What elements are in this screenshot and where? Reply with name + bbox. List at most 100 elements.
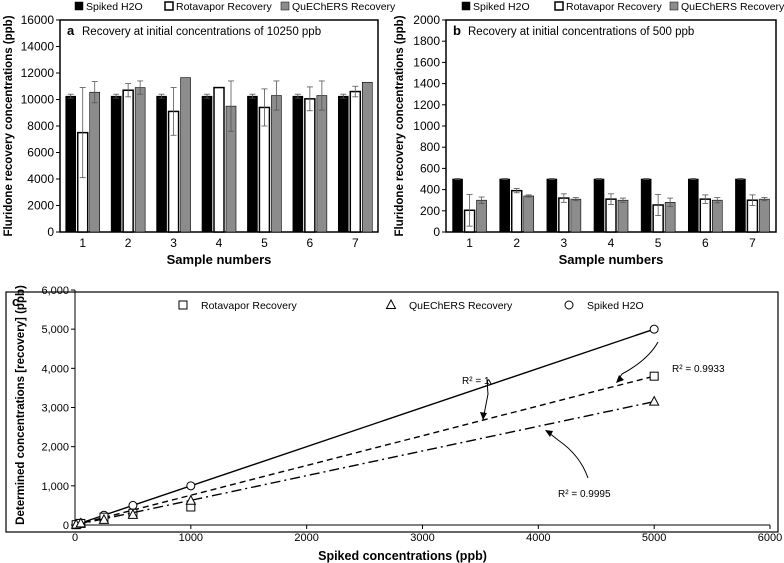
legend-entry: QuEChERS Recovery [409, 300, 513, 312]
y-tick-label: 400 [420, 183, 440, 197]
bar [201, 95, 213, 233]
legend-entry: Rotavapor Recovery [201, 300, 297, 312]
marker-circle [186, 481, 196, 491]
y-tick-label: 6,000 [41, 285, 69, 297]
trend-line [74, 328, 655, 526]
x-tick-label: 3 [561, 236, 568, 250]
y-tick-label: 4000 [27, 172, 54, 186]
legend-entry: Spiked H2O [473, 1, 530, 13]
bar [247, 95, 258, 233]
y-tick-label: 1,000 [41, 481, 69, 493]
marker-circle [649, 324, 659, 334]
x-axis-label: Spiked concentrations (ppb) [318, 549, 487, 563]
bar [337, 95, 349, 233]
y-tick-label: 16000 [21, 13, 55, 27]
x-tick-label: 2 [125, 236, 132, 250]
legend-swatch [554, 1, 564, 11]
y-tick-label: 800 [420, 140, 440, 154]
x-tick-label: 6 [702, 236, 709, 250]
x-tick-label: 5000 [642, 532, 666, 544]
y-tick-label: 4,000 [41, 363, 69, 375]
y-tick-label: 0 [433, 225, 440, 239]
y-tick-label: 1200 [413, 98, 440, 112]
x-tick-label: 4 [608, 236, 615, 250]
y-tick-label: 200 [420, 204, 440, 218]
r2-label: R² = 1 [462, 376, 490, 387]
bar [558, 197, 570, 233]
x-tick-label: 1000 [179, 532, 203, 544]
annotation-arrow [547, 431, 589, 479]
plot-frame [5, 291, 779, 533]
bar [510, 189, 523, 233]
bar [640, 178, 652, 233]
bar [134, 87, 146, 233]
x-tick-label: 5 [655, 236, 662, 250]
y-tick-label: 2000 [413, 13, 440, 27]
legend-swatch [164, 1, 174, 11]
bar [593, 178, 605, 233]
y-tick-label: 1600 [413, 55, 440, 69]
x-tick-label: 2 [513, 236, 520, 250]
y-tick-label: 10000 [21, 93, 55, 107]
x-tick-label: 7 [352, 236, 359, 250]
y-axis-label: Fluridone recovery concentrations (ppb) [3, 15, 15, 236]
bar [271, 95, 282, 233]
legend-entry: QuEChERS Recovery [681, 1, 784, 13]
bar [110, 95, 122, 233]
x-tick-label: 5 [261, 236, 268, 250]
x-tick-label: 6000 [758, 532, 782, 544]
y-axis-label: Fluridone recovery concentrations (ppb) [394, 15, 406, 236]
panel-title: Recovery at initial concentrations of 50… [468, 26, 694, 38]
bar [759, 198, 770, 233]
bar [361, 81, 373, 233]
y-tick-label: 8000 [27, 119, 54, 133]
bar [65, 95, 77, 233]
panel-a: 0 2000 4000 6000 8000 10000 12000 14000 16000 1 2 3… [3, 1, 396, 267]
y-tick-label: 0 [63, 520, 69, 532]
marker-triangle [385, 298, 397, 309]
panel-b: 0 200 400 600 800 1000 1200 1400 1600 1800 2000 1 2 3… [394, 1, 784, 267]
marker-circle [564, 300, 574, 310]
legend-entry: QuEChERS Recovery [292, 1, 396, 13]
marker-triangle [127, 508, 139, 519]
arrow-head [545, 430, 553, 437]
legend-swatch [461, 1, 471, 11]
bar [452, 178, 463, 233]
bar [546, 178, 558, 233]
annotation-arrow [482, 379, 492, 421]
x-tick-label: 2000 [294, 532, 318, 544]
y-tick-label: 2000 [27, 199, 54, 213]
bar [699, 198, 712, 233]
y-tick-label: 600 [420, 161, 440, 175]
legend-entry: Rotavapor Recovery [566, 1, 662, 13]
y-axis-label: Determined concentrations [recovery] (pp… [15, 285, 27, 525]
y-tick-label: 14000 [21, 40, 55, 54]
r2-label: R² = 0.9933 [672, 364, 725, 375]
panel-label: b [453, 23, 461, 38]
bar [711, 199, 723, 233]
bar [316, 95, 328, 233]
bar [292, 95, 304, 233]
bar [523, 195, 535, 233]
y-tick-label: 0 [47, 225, 54, 239]
y-tick-label: 1400 [413, 77, 440, 91]
trend-line [74, 375, 655, 526]
bar [735, 178, 746, 233]
x-axis-label: Sample numbers [559, 252, 664, 267]
panel-label: a [67, 23, 75, 38]
bar [617, 199, 629, 233]
x-tick-label: 4000 [526, 532, 550, 544]
bar [570, 198, 582, 233]
y-tick-label: 3,000 [41, 403, 69, 415]
panel-label: c [12, 294, 19, 309]
legend-swatch [74, 1, 84, 11]
bar [180, 77, 191, 233]
panel-c: 0 1,000 2,000 3,000 4,000 5,000 6,000 0 1000 2000… [5, 285, 782, 563]
r2-label: R² = 0.9995 [558, 489, 611, 500]
marker-triangle [648, 395, 660, 406]
bar [89, 91, 101, 233]
marker-triangle [98, 513, 110, 524]
bar [499, 178, 511, 233]
bar [304, 98, 316, 233]
